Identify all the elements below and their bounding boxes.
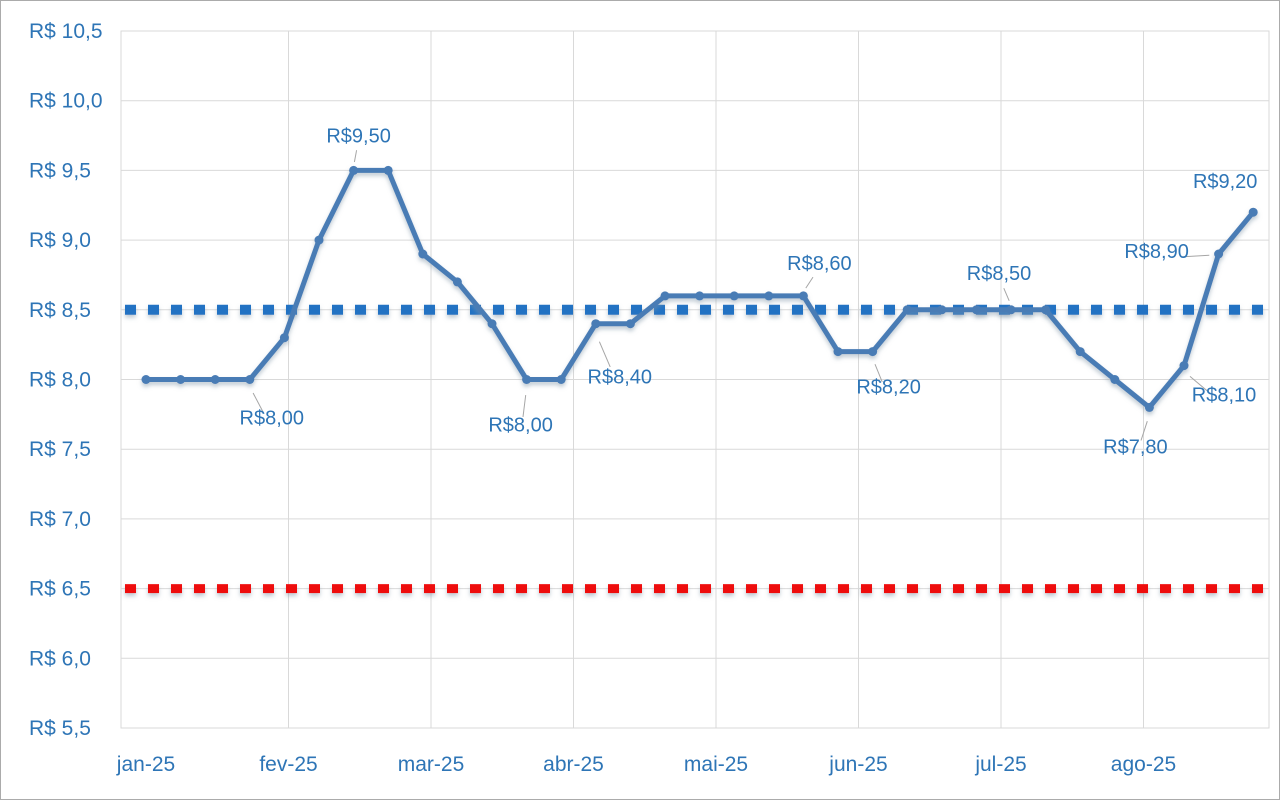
label-leader-line <box>353 150 358 163</box>
label-leader-line <box>874 364 883 383</box>
y-axis-tick-label: R$ 9,5 <box>29 159 91 182</box>
data-point-label: R$8,90 <box>1124 241 1189 263</box>
data-point-marker <box>1214 249 1224 259</box>
label-leader-line <box>252 392 264 413</box>
data-point-marker <box>349 165 359 175</box>
data-point-marker <box>833 347 843 357</box>
x-axis-tick-label: ago-25 <box>1111 753 1176 776</box>
data-point-marker <box>522 375 532 384</box>
label-leader-line <box>805 276 814 289</box>
data-point-marker <box>556 375 566 384</box>
data-point-label: R$9,50 <box>326 125 391 147</box>
data-point-marker <box>695 291 705 301</box>
y-axis-tick-label: R$ 10,5 <box>29 20 103 43</box>
y-axis-tick-label: R$ 6,0 <box>29 647 91 670</box>
y-axis-tick-label: R$ 7,5 <box>29 438 91 461</box>
y-axis-tick-label: R$ 8,0 <box>29 369 91 392</box>
series-line <box>143 167 1256 410</box>
data-point-marker <box>1248 207 1258 217</box>
data-point-label: R$9,20 <box>1193 171 1258 193</box>
y-axis-tick-label: R$ 10,0 <box>29 90 103 113</box>
series-preco-semanal <box>141 165 1258 412</box>
y-axis-tick-label: R$ 6,5 <box>29 578 91 601</box>
data-point-marker <box>383 165 393 175</box>
data-point-marker <box>729 291 739 301</box>
data-point-marker <box>452 277 462 287</box>
data-point-marker <box>1144 402 1154 412</box>
data-point-marker <box>418 249 428 259</box>
data-point-marker <box>798 291 808 301</box>
data-point-label: R$8,00 <box>488 415 553 437</box>
data-point-marker <box>1075 347 1085 357</box>
x-axis-tick-label: mai-25 <box>684 753 748 776</box>
data-point-marker <box>625 319 635 329</box>
data-point-marker <box>660 291 670 301</box>
label-leader-line <box>1003 288 1010 301</box>
data-point-marker <box>141 375 151 384</box>
data-point-marker <box>1041 305 1051 315</box>
data-point-marker <box>868 347 878 357</box>
label-leader-line <box>1189 376 1209 392</box>
data-point-marker <box>210 375 220 384</box>
gridlines <box>120 30 1270 729</box>
point-labels: R$8,00 R$9,50 R$8,00 R$8,40 R$8,60 R$8,20 R$8,… <box>240 125 1258 458</box>
data-point-label: R$8,40 <box>588 367 653 389</box>
data-point-marker <box>1006 305 1016 315</box>
y-axis-tick-label: R$ 5,5 <box>29 717 91 740</box>
label-leader-line <box>1181 254 1210 258</box>
x-axis-tick-label: jul-25 <box>974 753 1026 776</box>
data-point-label: R$8,00 <box>240 408 305 430</box>
data-point-marker <box>314 235 324 245</box>
x-axis-tick-label: abr-25 <box>543 753 604 776</box>
data-point-label: R$8,20 <box>856 377 921 399</box>
y-axis-tick-label: R$ 7,0 <box>29 508 91 531</box>
data-point-label: R$8,60 <box>787 253 852 275</box>
data-point-marker <box>937 305 947 315</box>
label-leader-line <box>598 341 611 368</box>
data-point-marker <box>902 305 912 315</box>
data-point-label: R$8,50 <box>967 263 1032 285</box>
data-point-label: R$8,10 <box>1192 385 1257 407</box>
x-axis-tick-label: jun-25 <box>828 753 887 776</box>
data-point-marker <box>1179 361 1189 371</box>
data-point-marker <box>487 319 497 329</box>
y-axis-tick-label: R$ 9,0 <box>29 229 91 252</box>
label-leader-line <box>1140 421 1148 441</box>
plot-border <box>120 30 1270 729</box>
x-axis-tick-label: mar-25 <box>398 753 465 776</box>
data-point-marker <box>764 291 774 301</box>
x-axis-tick-label: jan-25 <box>116 753 175 776</box>
data-point-marker <box>591 319 601 329</box>
data-point-marker <box>971 305 981 315</box>
label-leader-line <box>522 395 527 417</box>
data-point-marker <box>176 375 186 384</box>
x-axis-tick-label: fev-25 <box>259 753 317 776</box>
data-point-marker <box>1110 375 1120 384</box>
data-point-marker <box>245 375 255 384</box>
data-point-marker <box>279 333 289 343</box>
y-axis-tick-label: R$ 8,5 <box>29 299 91 322</box>
data-point-label: R$7,80 <box>1103 436 1168 458</box>
